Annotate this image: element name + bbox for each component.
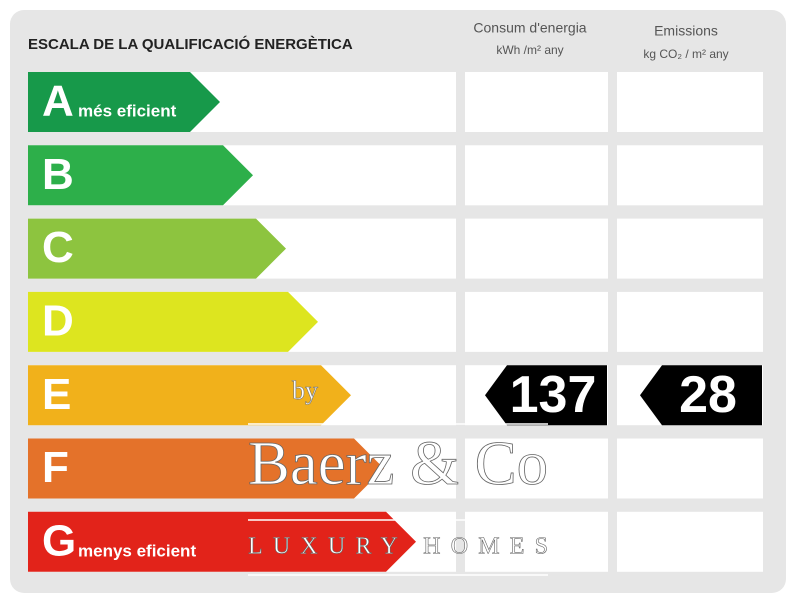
rating-arrow bbox=[28, 511, 416, 572]
emissions-cell bbox=[617, 72, 763, 132]
consumption-tag bbox=[485, 365, 607, 426]
rating-letter: E bbox=[42, 370, 71, 419]
emissions-label: Emissions bbox=[654, 23, 718, 39]
emissions-cell bbox=[617, 145, 763, 206]
consumption-cell bbox=[465, 511, 608, 572]
watermark-name: Baerz & Co bbox=[248, 430, 548, 498]
consumption-cell bbox=[465, 218, 608, 279]
emissions-cell bbox=[617, 511, 763, 572]
consumption-unit: kWh /m² any bbox=[496, 43, 563, 57]
emissions-cell bbox=[617, 438, 763, 499]
emissions-unit: kg CO₂ / m² any bbox=[643, 47, 728, 61]
emissions-value: 28 bbox=[679, 366, 737, 424]
rating-letter: A bbox=[42, 77, 74, 126]
rating-letter: B bbox=[42, 150, 74, 199]
rating-arrow bbox=[28, 218, 286, 279]
rating-label: menys eficient bbox=[78, 541, 196, 560]
rating-letter: F bbox=[42, 443, 69, 492]
consumption-value: 137 bbox=[510, 366, 597, 424]
rating-arrow bbox=[28, 438, 384, 499]
rating-label: més eficient bbox=[78, 101, 177, 120]
rating-letter: D bbox=[42, 297, 74, 346]
emissions-tag bbox=[640, 365, 762, 426]
title: ESCALA DE LA QUALIFICACIÓ ENERGÈTICA bbox=[28, 35, 353, 53]
rating-arrow bbox=[28, 145, 253, 206]
consumption-cell bbox=[465, 438, 608, 499]
rating-arrow bbox=[28, 291, 318, 352]
consumption-cell bbox=[465, 145, 608, 206]
rating-letter: C bbox=[42, 223, 74, 272]
rating-letter: G bbox=[42, 516, 76, 565]
consumption-cell bbox=[465, 72, 608, 132]
emissions-cell bbox=[617, 291, 763, 352]
consumption-label: Consum d'energia bbox=[473, 20, 586, 36]
watermark-by: by bbox=[292, 376, 318, 405]
rating-arrow bbox=[28, 365, 351, 426]
consumption-cell bbox=[465, 291, 608, 352]
emissions-cell bbox=[617, 218, 763, 279]
rating-arrow bbox=[28, 72, 220, 132]
